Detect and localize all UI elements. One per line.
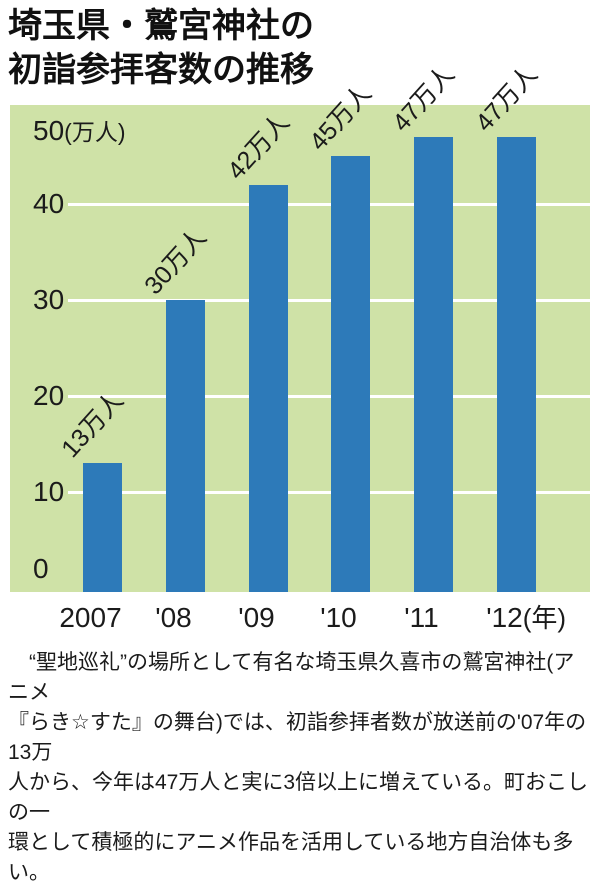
bar-12 bbox=[497, 137, 536, 592]
y-axis-top-tick: 50 bbox=[33, 115, 65, 146]
page-title: 埼玉県・鷲宮神社の 初詣参拝客数の推移 bbox=[8, 4, 314, 92]
x-tick-label-12: '12 (年) bbox=[486, 600, 566, 636]
x-axis: 2007 '08 '09 '10 '11 '12 (年) bbox=[10, 600, 590, 638]
y-axis-top-label: 50(万人) bbox=[33, 115, 125, 147]
x-tick-label-2007: 2007 bbox=[59, 602, 122, 633]
plot-area: 50(万人) 40 30 20 10 0 13万人 30万人 42万人 45万人 47万人 47万人 bbox=[10, 60, 590, 592]
x-tick-label-11: '11 bbox=[404, 602, 439, 633]
page-title-line2: 初詣参拝客数の推移 bbox=[8, 51, 314, 89]
x-axis-unit: (年) bbox=[522, 603, 567, 633]
x-tick-label-10: '10 bbox=[320, 602, 357, 633]
bar-value-label-09: 42万人 bbox=[222, 108, 296, 185]
y-tick-label-40: 40 bbox=[33, 188, 65, 219]
gridline-40 bbox=[68, 203, 590, 206]
y-tick-label-0: 0 bbox=[33, 553, 49, 584]
y-tick-label-30: 30 bbox=[33, 284, 65, 315]
page-title-line1: 埼玉県・鷲宮神社の bbox=[8, 7, 314, 45]
gridline-10 bbox=[68, 491, 590, 494]
gridline-30 bbox=[68, 299, 590, 302]
y-tick-label-10: 10 bbox=[33, 476, 65, 507]
bar-value-label-10: 45万人 bbox=[304, 79, 378, 156]
bar-chart: 50(万人) 40 30 20 10 0 13万人 30万人 42万人 45万人 47万人 47万人… bbox=[10, 60, 590, 638]
bar-value-label-11: 47万人 bbox=[387, 60, 461, 137]
gridline-20 bbox=[68, 395, 590, 398]
bar-10 bbox=[331, 156, 370, 592]
bar-value-label-12: 47万人 bbox=[470, 60, 544, 137]
y-axis-unit: (万人) bbox=[64, 119, 126, 145]
x-tick-label-08: '08 bbox=[155, 602, 192, 633]
bar-11 bbox=[414, 137, 453, 592]
bar-value-label-08: 30万人 bbox=[139, 223, 213, 300]
caption-text: “聖地巡礼”の場所として有名な埼玉県久喜市の鷲宮神社(アニメ 『らき☆すた』の舞… bbox=[8, 651, 588, 884]
bar-08 bbox=[166, 300, 205, 592]
bar-2007 bbox=[83, 463, 122, 592]
bar-09 bbox=[249, 185, 288, 592]
x-tick-label-09: '09 bbox=[238, 602, 275, 633]
y-tick-label-20: 20 bbox=[33, 380, 65, 411]
